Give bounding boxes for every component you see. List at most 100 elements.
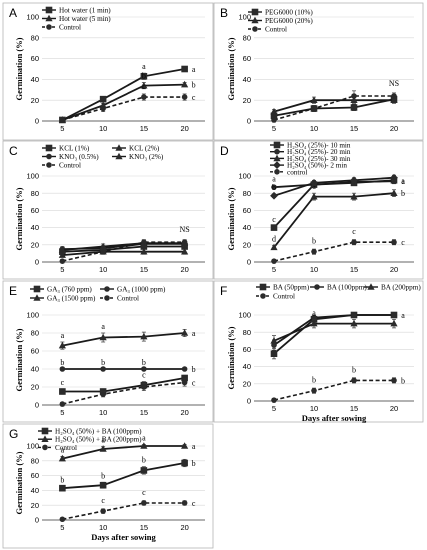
data-point [350, 176, 358, 185]
data-point [181, 65, 188, 73]
series-line [273, 241, 394, 262]
significance-letter: a [142, 62, 146, 71]
data-point [390, 319, 398, 327]
data-point [99, 481, 107, 489]
y-tick-label: 80 [31, 456, 39, 465]
data-point [58, 251, 66, 258]
panel-frame [213, 2, 424, 141]
panel-letter: G [9, 427, 18, 441]
legend-label: H₂SO₄ (25%)- 30 min [287, 155, 351, 163]
data-point [270, 337, 278, 344]
legend-label: BA (50ppm) [273, 284, 310, 292]
data-point [181, 500, 188, 506]
data-point [141, 94, 147, 100]
legend-label: Control [273, 293, 295, 301]
series-line [62, 241, 185, 262]
legend-marker [259, 283, 267, 291]
significance-letter: b [60, 476, 64, 485]
data-point [100, 391, 106, 398]
y-axis-label: Germination (%) [226, 37, 236, 100]
data-point [271, 258, 277, 264]
legend-marker [46, 24, 52, 30]
legend-label: GA₃ (760 ppm) [47, 286, 92, 294]
legend-marker [45, 6, 53, 14]
x-tick-label: 20 [390, 265, 398, 274]
legend: BA (50ppm) BA (100ppm) BA (200ppm) Control [256, 283, 421, 301]
series-line [273, 176, 395, 197]
significance-letter: b [142, 358, 146, 367]
significance-letter: a [272, 174, 276, 183]
y-tick-label: 80 [31, 33, 39, 42]
data-point [270, 243, 278, 251]
x-tick-label: 10 [99, 265, 107, 274]
legend-entry: Hot water (5 min) [42, 14, 111, 23]
legend-marker [252, 26, 258, 32]
annotation-ns: NS [180, 225, 190, 234]
data-point [58, 454, 66, 462]
x-tick-label: 15 [140, 265, 148, 274]
legend-marker [42, 444, 48, 451]
data-point [311, 387, 317, 394]
y-axis-label: Germination (%) [226, 326, 236, 389]
significance-letter: a [142, 434, 146, 443]
legend-entry: control [270, 168, 307, 176]
legend-marker [115, 144, 123, 151]
series-line [62, 381, 185, 405]
data-point [391, 377, 397, 384]
legend-entry: H₂SO₄ (50%)- 2 min [270, 161, 347, 170]
legend-label: H₂SO₄ (50%) + BA (200ppm) [55, 436, 142, 444]
y-tick-label: 0 [247, 397, 251, 406]
data-point [270, 191, 278, 200]
x-tick-label: 10 [310, 265, 318, 274]
data-point [350, 192, 358, 200]
legend-entry: Control [100, 295, 139, 303]
data-point [311, 105, 317, 112]
x-tick-label: 15 [350, 404, 358, 413]
data-point [59, 388, 66, 395]
x-tick-label: 5 [272, 265, 276, 274]
significance-letter: c [142, 371, 146, 380]
data-point [181, 239, 188, 246]
data-point [270, 224, 278, 231]
data-point [181, 379, 188, 386]
significance-letter: a [192, 329, 196, 338]
significance-letter: c [192, 499, 196, 508]
y-tick-label: 80 [243, 328, 251, 337]
legend-label: Hot water (5 min) [59, 15, 111, 23]
significance-letter: a [101, 322, 105, 331]
legend-marker [367, 283, 375, 290]
y-tick-label: 80 [243, 33, 251, 42]
series-line [273, 379, 394, 401]
y-axis-label: Germination (%) [14, 187, 24, 250]
y-tick-label: 20 [243, 96, 251, 105]
data-point [181, 329, 189, 336]
x-tick-label: 10 [310, 124, 318, 133]
legend: KCL (1%) KCL (2%) KNO₃ (0.5%) KNO₃ (2%) Cont… [42, 144, 164, 170]
legend-entry: Hot water (1 min) [42, 7, 111, 15]
panel-frame [213, 140, 424, 280]
significance-letter: b [142, 72, 146, 81]
significance-letter: c [101, 496, 105, 505]
significance-letter: b [192, 365, 196, 374]
series-3: c c c [59, 488, 196, 523]
data-point [271, 184, 277, 190]
legend-entry: H₂SO₄ (25%)- 30 min [270, 154, 351, 163]
data-point [271, 397, 277, 403]
y-tick-label: 60 [31, 54, 39, 63]
legend-entry: BA (100ppm) [310, 284, 367, 292]
data-point [270, 112, 278, 120]
series-3: cc [59, 82, 196, 123]
legend-marker [274, 148, 280, 155]
y-tick-label: 0 [35, 117, 39, 126]
x-tick-label: 5 [60, 265, 64, 274]
legend-label: KNO₃ (2%) [129, 153, 164, 161]
legend: H₂SO₄ (50%) + BA (100ppm)H₂SO₄ (50%) + B… [38, 428, 142, 452]
y-tick-label: 0 [35, 401, 39, 410]
legend-marker [273, 154, 281, 162]
series-line [273, 95, 394, 121]
data-point [351, 93, 357, 99]
series-1: cc [59, 371, 188, 395]
